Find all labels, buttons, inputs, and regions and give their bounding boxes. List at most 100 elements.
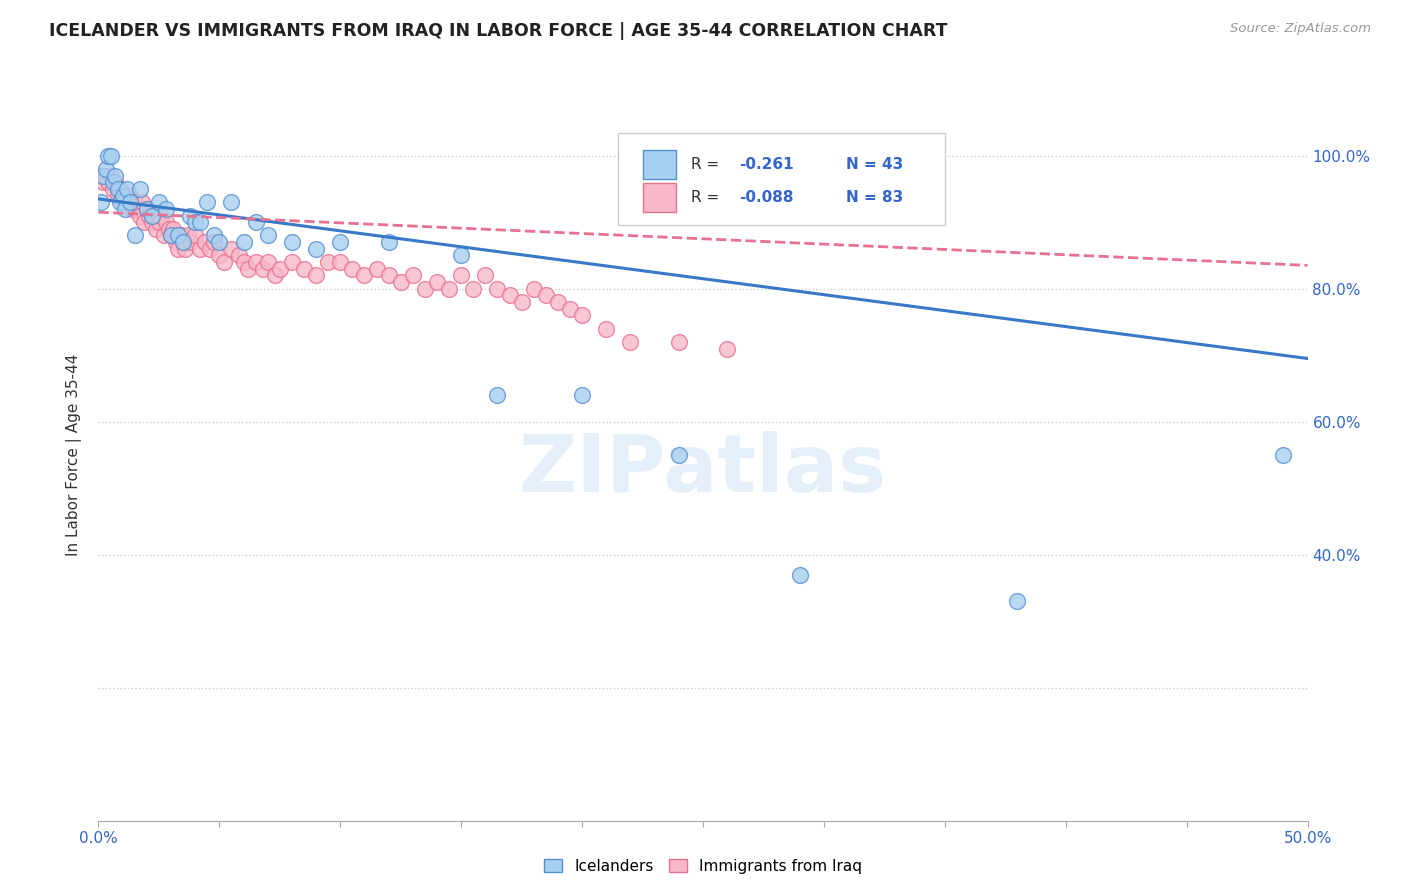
Point (437, 282, 460, 296)
Point (167, 228, 190, 243)
Point (155, 215, 177, 229)
Point (558, 301, 581, 316)
Point (450, 268, 472, 283)
Point (141, 209, 163, 223)
Point (256, 228, 278, 243)
Point (135, 202, 157, 216)
Point (179, 209, 201, 223)
Point (94, 161, 117, 176)
Point (194, 235, 217, 249)
Text: R =: R = (690, 190, 728, 205)
Text: Source: ZipAtlas.com: Source: ZipAtlas.com (1230, 22, 1371, 36)
Point (208, 235, 231, 249)
Point (97, 175, 120, 189)
Legend: Icelanders, Immigrants from Iraq: Icelanders, Immigrants from Iraq (537, 853, 869, 880)
Point (157, 222, 180, 236)
Point (107, 188, 129, 202)
Point (595, 321, 617, 335)
Point (179, 235, 201, 249)
Point (104, 169, 127, 183)
Point (329, 235, 352, 249)
Point (269, 261, 291, 276)
Point (143, 209, 166, 223)
Point (668, 448, 690, 462)
Point (281, 235, 304, 249)
Point (108, 182, 131, 196)
Point (101, 175, 124, 189)
Point (111, 188, 134, 202)
Point (174, 242, 197, 256)
Point (118, 188, 141, 202)
FancyBboxPatch shape (643, 183, 676, 212)
Point (510, 295, 533, 310)
Point (117, 195, 139, 210)
Point (228, 248, 250, 262)
Point (155, 202, 177, 216)
Point (172, 235, 194, 249)
Point (619, 334, 641, 349)
Point (245, 255, 267, 269)
Text: ZIPatlas: ZIPatlas (519, 431, 887, 508)
Point (377, 235, 399, 249)
Point (91, 175, 114, 189)
Point (329, 255, 352, 269)
Point (108, 195, 131, 210)
Point (97, 149, 120, 163)
Text: R =: R = (690, 157, 728, 172)
Point (184, 228, 207, 243)
Point (104, 175, 127, 189)
Point (128, 182, 150, 196)
Point (305, 268, 328, 283)
Point (523, 282, 546, 296)
Point (292, 261, 315, 276)
Point (184, 215, 207, 229)
Text: -0.088: -0.088 (740, 190, 794, 205)
Point (204, 228, 226, 243)
Point (138, 209, 160, 223)
Point (162, 222, 184, 236)
Point (486, 388, 509, 402)
Point (426, 275, 449, 289)
Point (498, 288, 520, 302)
Point (450, 248, 472, 262)
Point (145, 222, 167, 236)
Point (172, 235, 194, 249)
Point (114, 202, 136, 216)
Text: N = 83: N = 83 (845, 190, 903, 205)
Point (100, 169, 122, 183)
Point (342, 261, 364, 276)
Point (534, 288, 557, 302)
Point (256, 255, 278, 269)
Point (571, 308, 593, 322)
Point (90, 195, 112, 210)
Point (474, 268, 496, 283)
Point (150, 209, 173, 223)
Point (124, 228, 146, 243)
Point (316, 255, 339, 269)
Point (188, 242, 211, 256)
Point (221, 242, 243, 256)
Point (353, 268, 375, 283)
Point (114, 188, 136, 202)
Point (131, 195, 153, 210)
Point (195, 195, 218, 210)
Point (107, 182, 129, 196)
Point (100, 149, 122, 163)
Point (571, 388, 593, 402)
Point (208, 248, 231, 262)
Point (305, 242, 328, 256)
Point (124, 195, 146, 210)
Point (232, 255, 254, 269)
Point (167, 242, 190, 256)
Y-axis label: In Labor Force | Age 35-44: In Labor Force | Age 35-44 (66, 354, 83, 556)
Point (245, 215, 267, 229)
Point (90, 169, 112, 183)
Point (252, 261, 274, 276)
Point (402, 268, 425, 283)
Point (264, 268, 287, 283)
Point (128, 209, 150, 223)
Point (389, 275, 412, 289)
Point (463, 282, 485, 296)
Point (169, 228, 191, 243)
Point (135, 202, 157, 216)
